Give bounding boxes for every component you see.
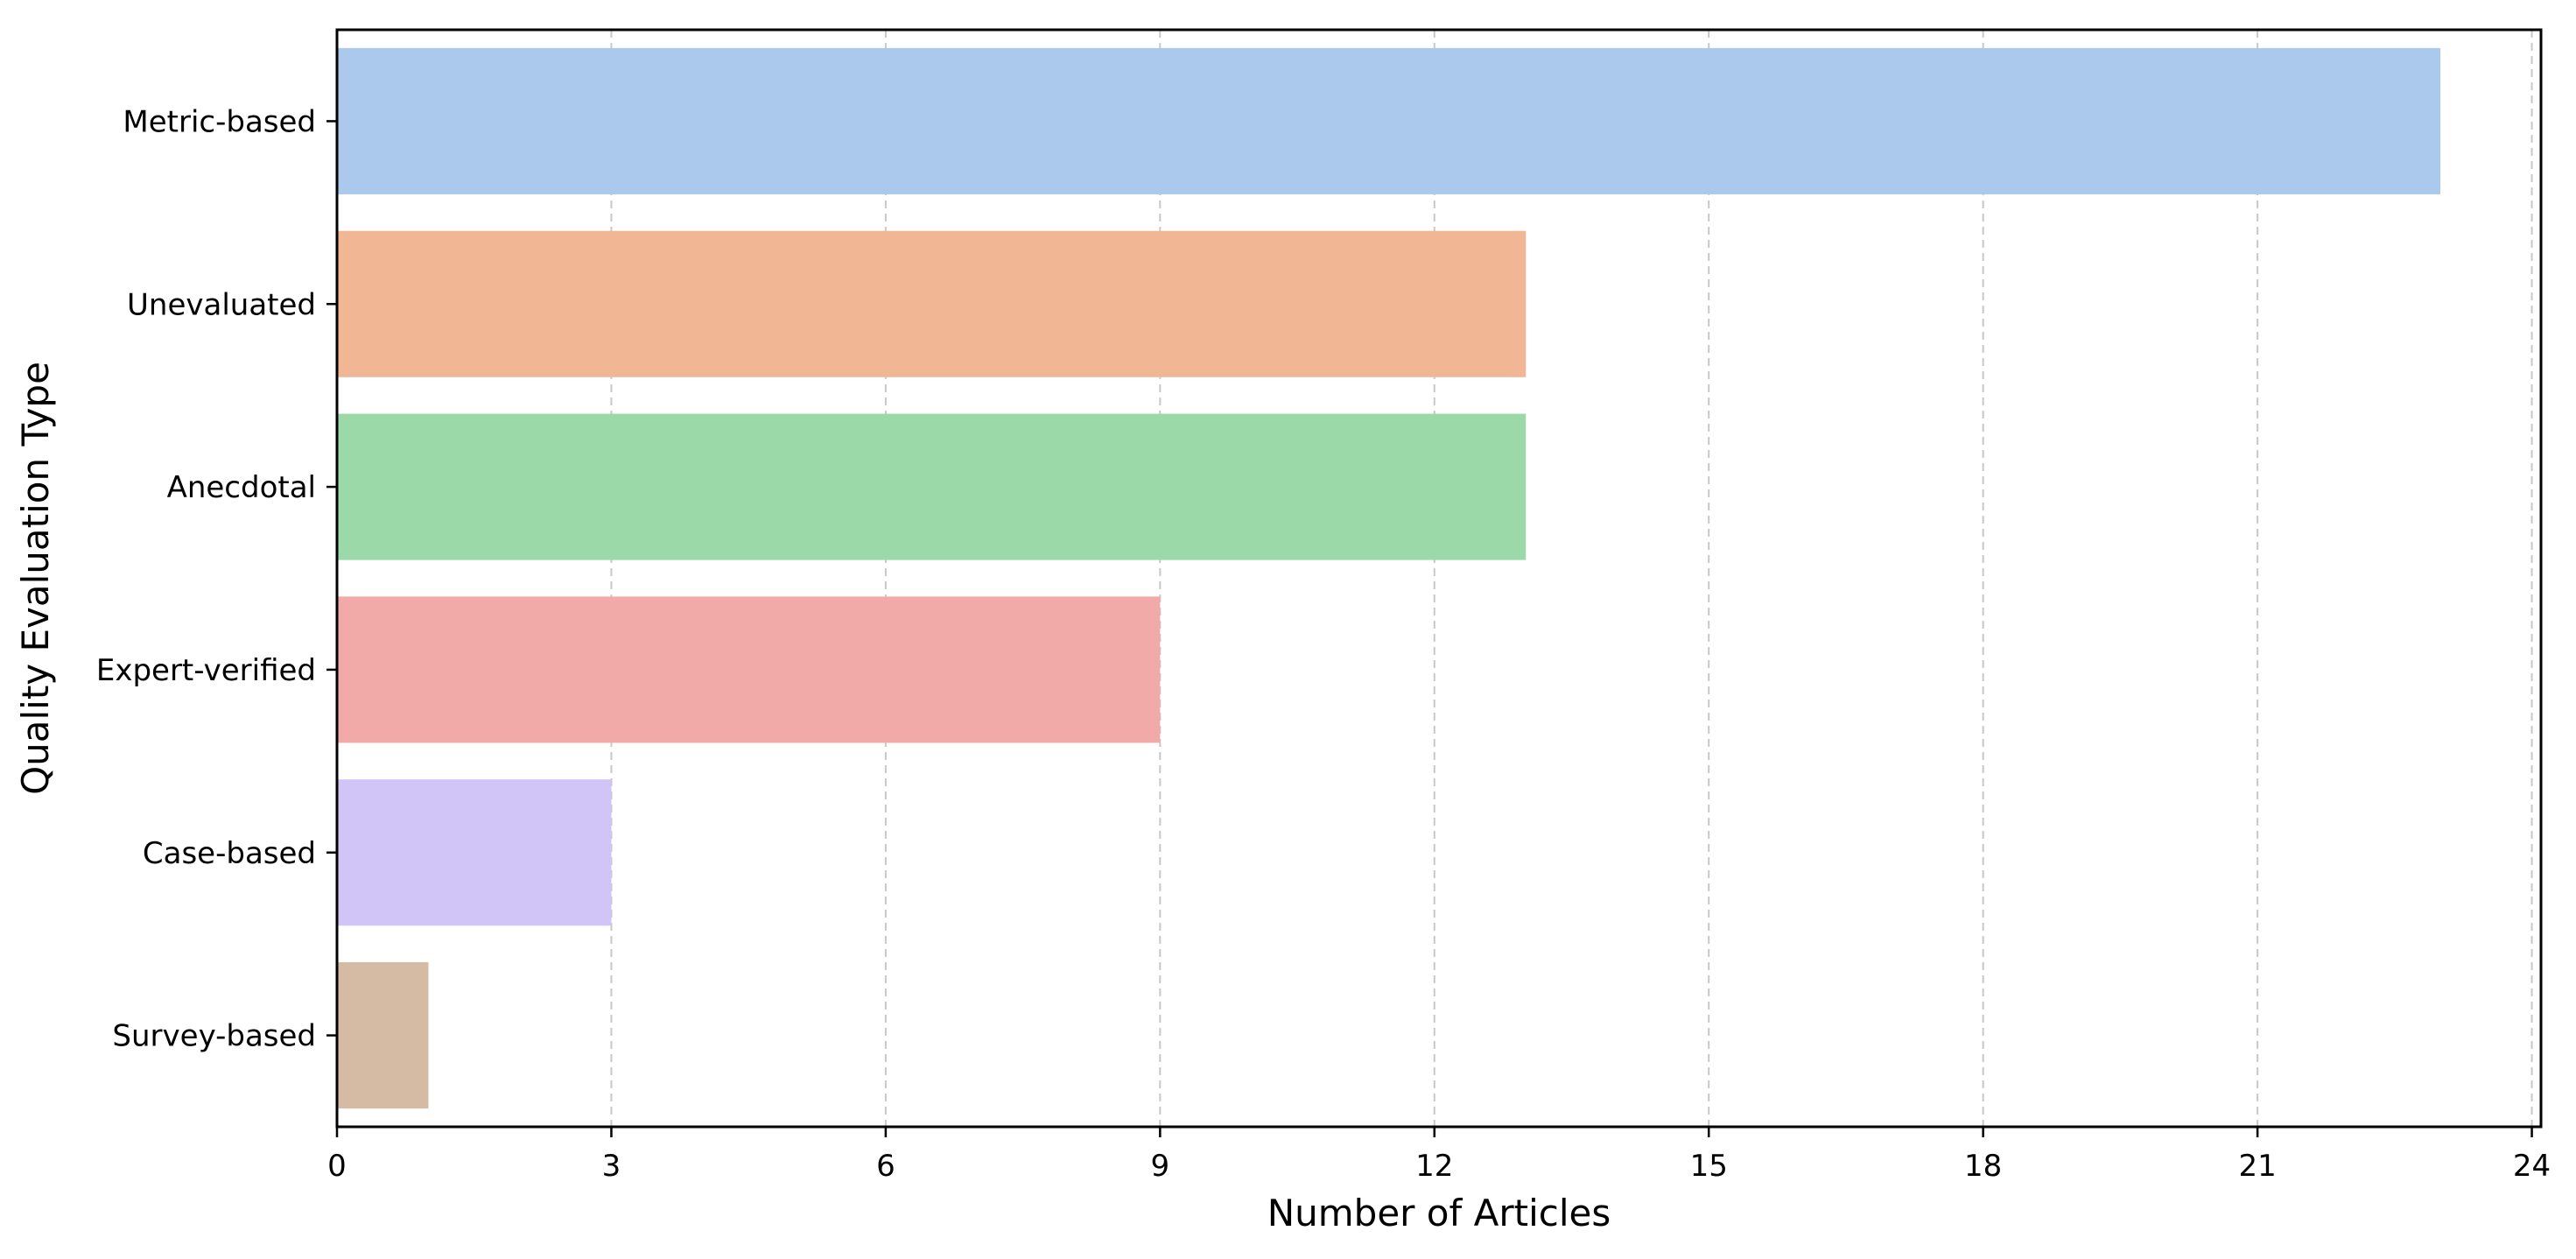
x-tick-label: 21 [2238, 1149, 2276, 1184]
x-tick-label: 18 [1964, 1149, 2002, 1184]
x-tick-label: 12 [1415, 1149, 1453, 1184]
bar-metric-based [337, 47, 2441, 194]
x-tick-label: 15 [1690, 1149, 1728, 1184]
bar-case-based [337, 779, 612, 926]
x-tick-label: 0 [327, 1149, 347, 1184]
x-axis-title: Number of Articles [1267, 1192, 1611, 1234]
y-tick-label: Metric-based [123, 104, 316, 139]
x-tick-label: 24 [2513, 1149, 2551, 1184]
y-tick-label: Case-based [143, 836, 316, 871]
bar-anecdotal [337, 413, 1527, 560]
y-axis-ticks: Metric-based Unevaluated Anecdotal Expert-v… [96, 104, 337, 1054]
bars [337, 47, 2441, 1109]
y-tick-label: Survey-based [112, 1019, 316, 1054]
x-tick-label: 9 [1151, 1149, 1170, 1184]
x-tick-label: 6 [876, 1149, 895, 1184]
y-tick-label: Expert-verified [96, 653, 316, 688]
y-tick-label: Anecdotal [167, 470, 316, 505]
bar-unevaluated [337, 230, 1527, 377]
x-tick-label: 3 [602, 1149, 621, 1184]
y-tick-label: Unevaluated [127, 287, 316, 322]
y-axis-title: Quality Evaluation Type [14, 362, 57, 795]
x-axis-ticks: 0 3 6 9 12 15 18 21 24 [327, 1127, 2551, 1184]
bar-expert-verified [337, 596, 1161, 743]
bar-survey-based [337, 962, 429, 1109]
plot-frame [335, 28, 2543, 1129]
